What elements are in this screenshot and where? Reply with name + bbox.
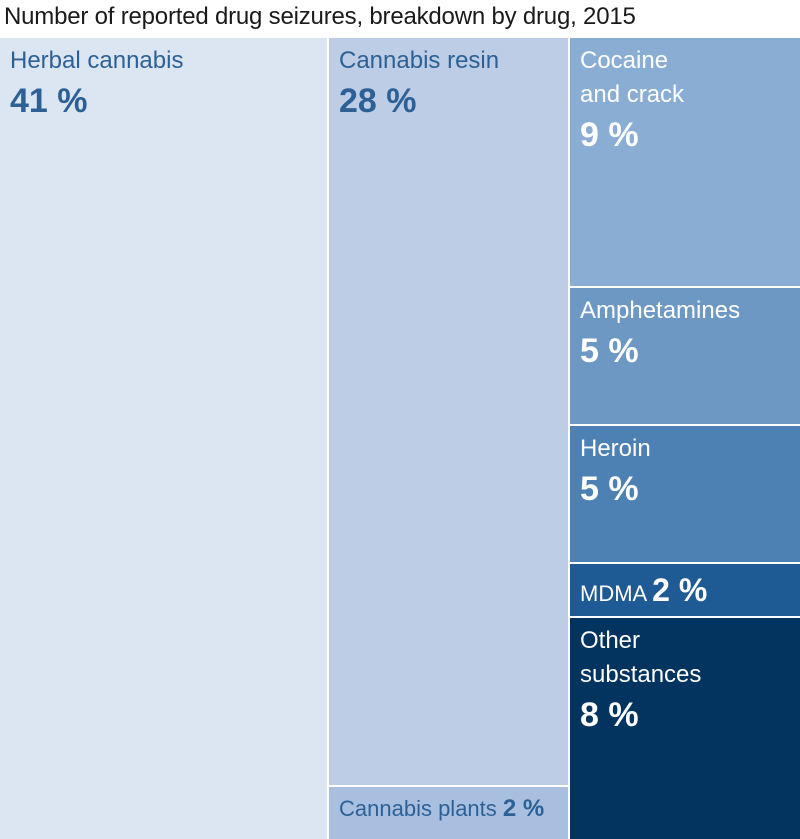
tile-cannabis-resin: Cannabis resin 28 % [329,38,568,785]
tile-label: Cannabis resin [339,47,500,74]
treemap: Herbal cannabis 41 % Cannabis resin 28 % Can… [0,38,800,839]
chart-title: Number of reported drug seizures, breakd… [4,3,636,30]
tile-value: 2 % [652,572,708,608]
tile-label: Amphetamines [580,297,741,324]
tile-label: Heroin [580,435,651,462]
tile-value: 5 % [580,332,639,370]
tile-value: 5 % [580,470,639,508]
tile-label: MDMA [580,581,653,606]
tile-label: Herbal cannabis [10,47,184,74]
tile-value: 9 % [580,116,639,154]
tile-cannabis-plants: Cannabis plants 2 % [329,787,568,839]
tile-cocaine-and-crack: Cocaine and crack 9 % [570,38,800,286]
tile-label: Cannabis plants [339,796,503,821]
tile-value: 28 % [339,82,417,120]
tile-label: Other substances [580,627,702,688]
tile-value: 8 % [580,696,639,734]
tile-value: 41 % [10,82,88,120]
tile-label: Cocaine and crack [580,47,685,108]
tile-heroin: Heroin 5 % [570,426,800,562]
tile-value: 2 % [502,795,545,822]
tile-herbal-cannabis: Herbal cannabis 41 % [0,38,327,839]
tile-amphetamines: Amphetamines 5 % [570,288,800,424]
tile-mdma: MDMA 2 % [570,564,800,616]
tile-other-substances: Other substances 8 % [570,618,800,839]
